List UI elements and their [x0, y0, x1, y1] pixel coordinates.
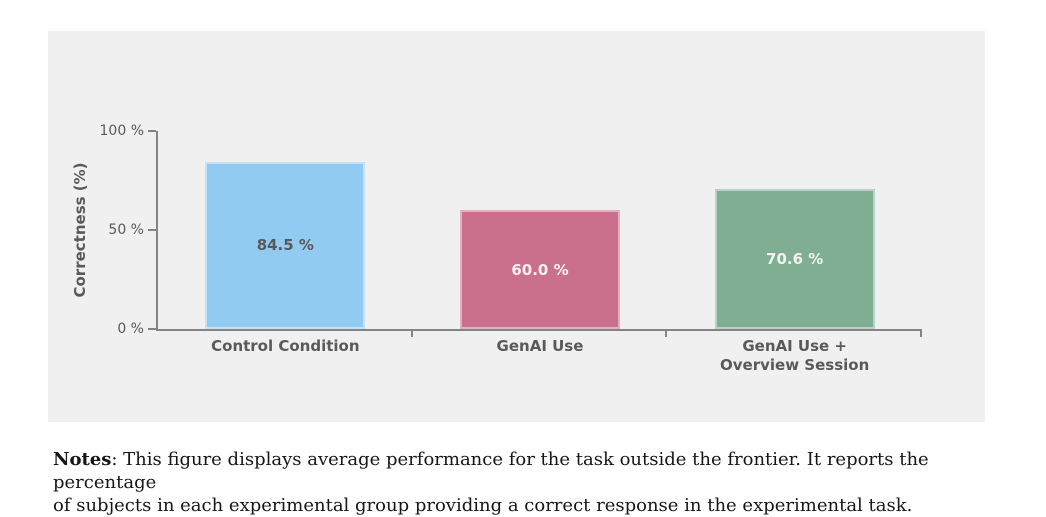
- notes-text-1: : This figure displays average performan…: [53, 449, 929, 493]
- y-axis-line: [156, 131, 158, 331]
- bar-0: 84.5 %: [205, 161, 366, 329]
- category-label-2: GenAI Use + Overview Session: [720, 337, 870, 374]
- bar-value-label-0: 84.5 %: [256, 236, 314, 255]
- x-axis-line: [156, 329, 922, 331]
- notes-line-1: Notes: This figure displays average perf…: [53, 448, 1023, 494]
- y-tick-label-50: 50 %: [108, 222, 144, 238]
- category-label-0: Control Condition: [211, 337, 360, 355]
- x-tick-mark-2: [665, 331, 667, 337]
- y-tick-mark-100: [148, 130, 156, 132]
- x-tick-mark-3: [920, 331, 922, 337]
- y-tick-label-0: 0 %: [117, 321, 144, 337]
- category-label-1: GenAI Use: [496, 337, 584, 355]
- figure-panel: Correctness (%) 100 % 50 % 0 % 84.5 % Contro…: [48, 31, 985, 422]
- y-tick-mark-50: [148, 229, 156, 231]
- notes-label: Notes: [53, 449, 112, 470]
- bar-value-label-2: 70.6 %: [766, 250, 824, 269]
- x-tick-mark-1: [411, 331, 413, 337]
- bar-1: 60.0 %: [460, 210, 620, 329]
- bar-value-label-1: 60.0 %: [511, 260, 569, 279]
- figure-notes: Notes: This figure displays average perf…: [53, 448, 1023, 517]
- y-tick-label-100: 100 %: [99, 123, 144, 139]
- bar-2: 70.6 %: [714, 189, 875, 329]
- y-tick-mark-0: [148, 328, 156, 330]
- notes-line-2: of subjects in each experimental group p…: [53, 495, 913, 516]
- plot-area: 100 % 50 % 0 % 84.5 % Control Condition 60.0 …: [100, 123, 922, 374]
